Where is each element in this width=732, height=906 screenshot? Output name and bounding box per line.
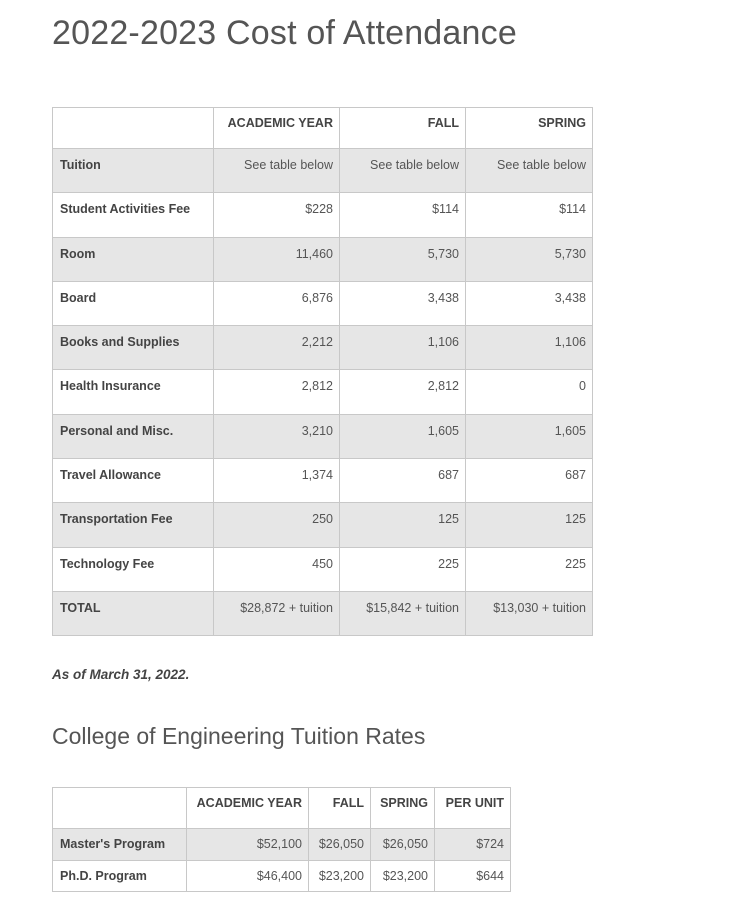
header-row: ACADEMIC YEAR FALL SPRING [52, 107, 593, 149]
row-label: Ph.D. Program [52, 859, 187, 892]
cell: 1,374 [213, 458, 340, 504]
cell: $52,100 [186, 828, 309, 861]
cell: 2,212 [213, 325, 340, 371]
table-row: TOTAL $28,872 + tuition $15,842 + tuition $… [52, 590, 593, 637]
header-row: ACADEMIC YEAR FALL SPRING PER UNIT [52, 787, 511, 829]
cell: 1,106 [465, 325, 593, 371]
cell: $23,200 [308, 859, 371, 892]
cell: $26,050 [308, 828, 371, 861]
cell: $28,872 + tuition [213, 590, 340, 637]
cell: $15,842 + tuition [339, 590, 466, 637]
section-title: College of Engineering Tuition Rates [52, 723, 426, 749]
cell: $26,050 [370, 828, 435, 861]
row-label: Student Activities Fee [52, 192, 214, 238]
table-row: Transportation Fee 250 125 125 [52, 502, 593, 548]
row-label: Technology Fee [52, 546, 214, 592]
header-cell: FALL [308, 787, 371, 829]
header-cell: ACADEMIC YEAR [213, 107, 340, 149]
cell: 225 [465, 546, 593, 592]
cell: $644 [434, 859, 511, 892]
cell: $114 [339, 192, 466, 238]
header-cell: PER UNIT [434, 787, 511, 829]
cell: 1,106 [339, 325, 466, 371]
row-label: Room [52, 236, 214, 282]
cell: 250 [213, 502, 340, 548]
row-label: Board [52, 280, 214, 327]
table-row: Tuition See table below See table below See… [52, 147, 593, 194]
row-label: Tuition [52, 147, 214, 194]
cell: 450 [213, 546, 340, 592]
row-label: Personal and Misc. [52, 413, 214, 460]
table-row: Board 6,876 3,438 3,438 [52, 280, 593, 327]
table-row: Room 11,460 5,730 5,730 [52, 236, 593, 282]
table-row: Student Activities Fee $228 $114 $114 [52, 192, 593, 238]
cell: 687 [465, 458, 593, 504]
header-cell: ACADEMIC YEAR [186, 787, 309, 829]
cost-table: ACADEMIC YEAR FALL SPRING Tuition See table … [52, 107, 593, 637]
cell: 0 [465, 369, 593, 415]
cell: $46,400 [186, 859, 309, 892]
table-row: Personal and Misc. 3,210 1,605 1,605 [52, 413, 593, 460]
cell: 3,438 [465, 280, 593, 327]
cell: 225 [339, 546, 466, 592]
cell: 687 [339, 458, 466, 504]
table-row: Travel Allowance 1,374 687 687 [52, 458, 593, 504]
table-row: Ph.D. Program $46,400 $23,200 $23,200 $644 [52, 859, 511, 892]
table-row: Books and Supplies 2,212 1,106 1,106 [52, 325, 593, 371]
cell: 125 [465, 502, 593, 548]
cell: 5,730 [339, 236, 466, 282]
cell: See table below [339, 147, 466, 194]
cell: 5,730 [465, 236, 593, 282]
row-label: Travel Allowance [52, 458, 214, 504]
cell: $13,030 + tuition [465, 590, 593, 637]
cell: $114 [465, 192, 593, 238]
table-row: Technology Fee 450 225 225 [52, 546, 593, 592]
row-label: Master's Program [52, 828, 187, 861]
header-cell [52, 107, 214, 149]
cell: See table below [465, 147, 593, 194]
cell: 11,460 [213, 236, 340, 282]
table-row: Health Insurance 2,812 2,812 0 [52, 369, 593, 415]
cell: $228 [213, 192, 340, 238]
cell: 1,605 [339, 413, 466, 460]
cell: 2,812 [339, 369, 466, 415]
header-cell: SPRING [465, 107, 593, 149]
cell: $23,200 [370, 859, 435, 892]
cell: 125 [339, 502, 466, 548]
row-label: Books and Supplies [52, 325, 214, 371]
cell: $724 [434, 828, 511, 861]
row-label: TOTAL [52, 590, 214, 637]
header-cell: SPRING [370, 787, 435, 829]
header-cell [52, 787, 187, 829]
cell: 1,605 [465, 413, 593, 460]
note: As of March 31, 2022. [52, 667, 190, 682]
page-title: 2022-2023 Cost of Attendance [52, 14, 517, 52]
cell: See table below [213, 147, 340, 194]
cell: 6,876 [213, 280, 340, 327]
cell: 3,210 [213, 413, 340, 460]
row-label: Health Insurance [52, 369, 214, 415]
table-row: Master's Program $52,100 $26,050 $26,050 $72… [52, 828, 511, 861]
cell: 3,438 [339, 280, 466, 327]
tuition-table: ACADEMIC YEAR FALL SPRING PER UNIT Master's … [52, 787, 511, 892]
cell: 2,812 [213, 369, 340, 415]
header-cell: FALL [339, 107, 466, 149]
row-label: Transportation Fee [52, 502, 214, 548]
